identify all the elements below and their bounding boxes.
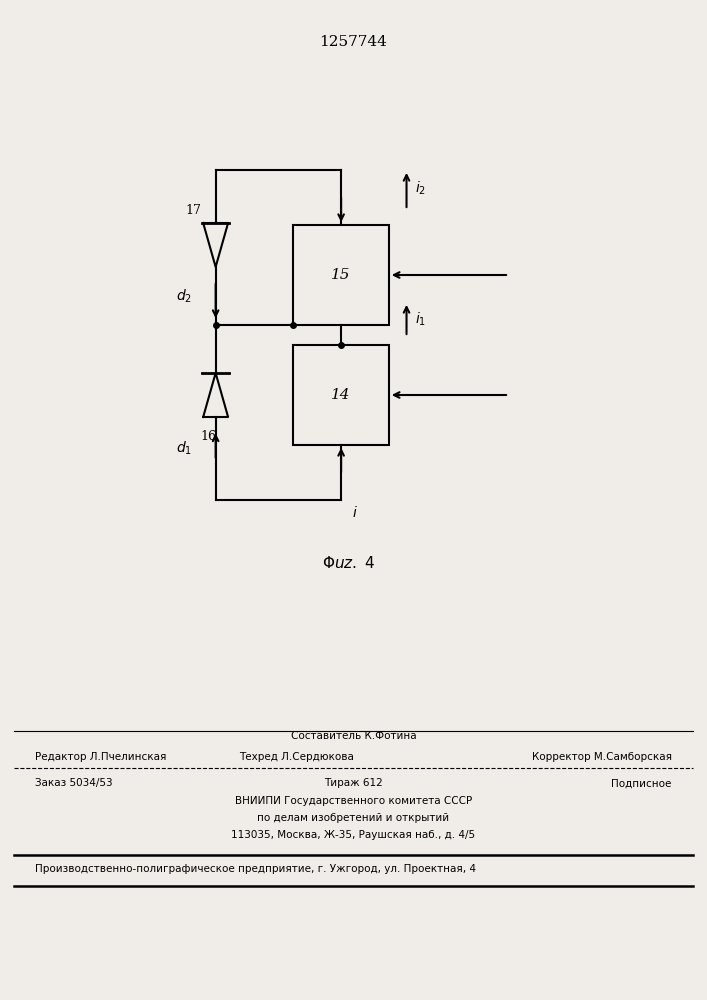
Text: по делам изобретений и открытий: по делам изобретений и открытий xyxy=(257,813,450,823)
Text: 14: 14 xyxy=(332,388,351,402)
Text: 113035, Москва, Ж-35, Раушская наб., д. 4/5: 113035, Москва, Ж-35, Раушская наб., д. … xyxy=(231,830,476,840)
Text: $i_2$: $i_2$ xyxy=(415,179,426,197)
Text: 16: 16 xyxy=(201,430,216,443)
Text: Заказ 5034/53: Заказ 5034/53 xyxy=(35,778,113,788)
Text: Техред Л.Сердюкова: Техред Л.Сердюкова xyxy=(240,752,354,762)
Text: $i$: $i$ xyxy=(351,505,358,520)
Text: ВНИИПИ Государственного комитета СССР: ВНИИПИ Государственного комитета СССР xyxy=(235,796,472,806)
Text: 1257744: 1257744 xyxy=(320,35,387,49)
Text: Редактор Л.Пчелинская: Редактор Л.Пчелинская xyxy=(35,752,167,762)
Bar xyxy=(293,225,389,325)
Text: $\Phi u z.\ 4$: $\Phi u z.\ 4$ xyxy=(322,555,375,571)
Bar xyxy=(293,345,389,445)
Text: 17: 17 xyxy=(186,204,201,217)
Text: Производственно-полиграфическое предприятие, г. Ужгород, ул. Проектная, 4: Производственно-полиграфическое предприя… xyxy=(35,864,477,874)
Text: Подписное: Подписное xyxy=(612,778,672,788)
Text: $d_1$: $d_1$ xyxy=(176,440,192,457)
Text: Составитель К.Фотина: Составитель К.Фотина xyxy=(291,731,416,741)
Text: $i_1$: $i_1$ xyxy=(415,310,426,328)
Text: $d_2$: $d_2$ xyxy=(176,287,192,305)
Text: 15: 15 xyxy=(332,268,351,282)
Text: Корректор М.Самборская: Корректор М.Самборская xyxy=(532,752,672,762)
Text: Тираж 612: Тираж 612 xyxy=(324,778,383,788)
